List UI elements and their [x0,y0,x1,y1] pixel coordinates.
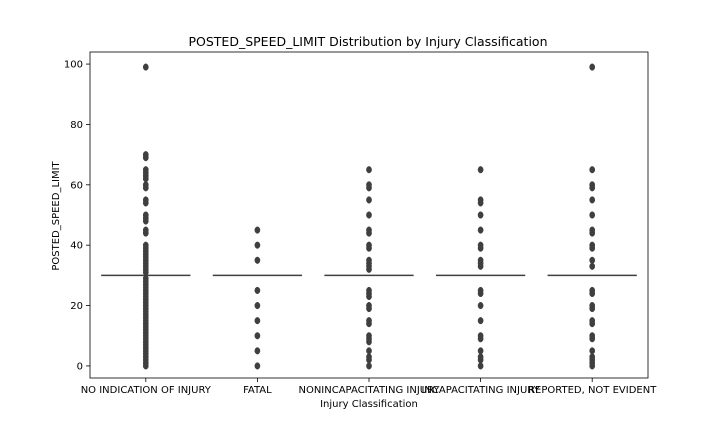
outlier-point [477,317,484,325]
x-tick-label: REPORTED, NOT EVIDENT [528,385,657,396]
outlier-point [142,241,149,249]
outlier-point [142,151,149,159]
outlier-point [589,262,596,270]
y-axis-label: POSTED_SPEED_LIMIT [51,160,62,270]
outlier-point [142,181,149,189]
outlier-point [366,226,372,234]
outlier-point [254,226,261,234]
outlier-point [477,353,484,361]
box-group [435,166,526,370]
x-tick-label: FATAL [243,385,272,396]
outlier-point [477,211,484,219]
outlier-point [254,286,261,295]
y-tick-label: 60 [70,180,83,191]
x-tick-label: NO INDICATION OF INJURY [81,385,212,396]
outlier-point [477,332,484,340]
x-tick-label: NONINCAPACITATING INJURY [298,385,440,396]
outlier-point [477,362,484,370]
outlier-point [366,302,372,310]
outlier-point [366,347,372,355]
outlier-point [589,286,596,295]
outlier-point [589,332,596,340]
outlier-point [477,286,484,295]
outlier-point [589,256,596,264]
box-group [101,63,191,370]
outlier-point [589,196,596,204]
outlier-point [477,226,484,234]
outlier-point [589,241,596,249]
outlier-point [366,256,372,264]
outlier-point [366,353,372,361]
x-tick-label: INCAPACITATING INJURY [421,385,540,396]
outlier-point [254,332,261,340]
outlier-point [142,166,149,174]
outlier-point [477,347,484,355]
outlier-point [589,181,596,189]
box-group [324,166,414,370]
outlier-point [477,302,484,310]
chart-title: POSTED_SPEED_LIMIT Distribution by Injur… [188,34,547,49]
outlier-point [142,196,149,204]
outlier-point [142,274,149,282]
outlier-point [366,332,372,340]
outlier-point [366,211,372,219]
outlier-point [366,181,372,189]
outlier-point [366,317,372,325]
outlier-point [142,63,149,71]
outlier-point [477,196,484,204]
outlier-point [254,347,261,355]
x-axis: NO INDICATION OF INJURY FATAL NONINCAPACIT… [81,378,657,396]
outlier-point [254,317,261,325]
outlier-point [366,362,372,370]
x-axis-label: Injury Classification [320,399,418,410]
outlier-point [589,353,596,361]
outlier-point [477,241,484,249]
outlier-point [589,211,596,219]
outlier-point [366,286,372,295]
outlier-point [254,302,261,310]
y-tick-label: 80 [70,120,83,131]
outlier-point [589,302,596,310]
outlier-point [366,196,372,204]
outlier-point [366,241,372,249]
outlier-point [366,166,372,174]
outlier-point [477,256,484,264]
outlier-point [477,166,484,174]
y-axis: 0 20 40 60 80 100 [64,60,90,372]
outlier-point [589,317,596,325]
outlier-point [254,241,261,249]
outlier-point [142,211,149,219]
box-group [212,226,303,370]
outlier-point [589,166,596,174]
outlier-point [142,226,149,234]
plot-area [101,63,637,370]
outlier-point [254,362,261,370]
y-tick-label: 20 [70,301,83,312]
y-tick-label: 100 [64,60,83,71]
outlier-point [589,347,596,355]
y-tick-label: 40 [70,241,83,252]
y-tick-label: 0 [77,361,83,372]
box-group [547,63,637,370]
outlier-point [589,63,596,71]
outlier-point [589,226,596,234]
outlier-point [254,256,261,264]
